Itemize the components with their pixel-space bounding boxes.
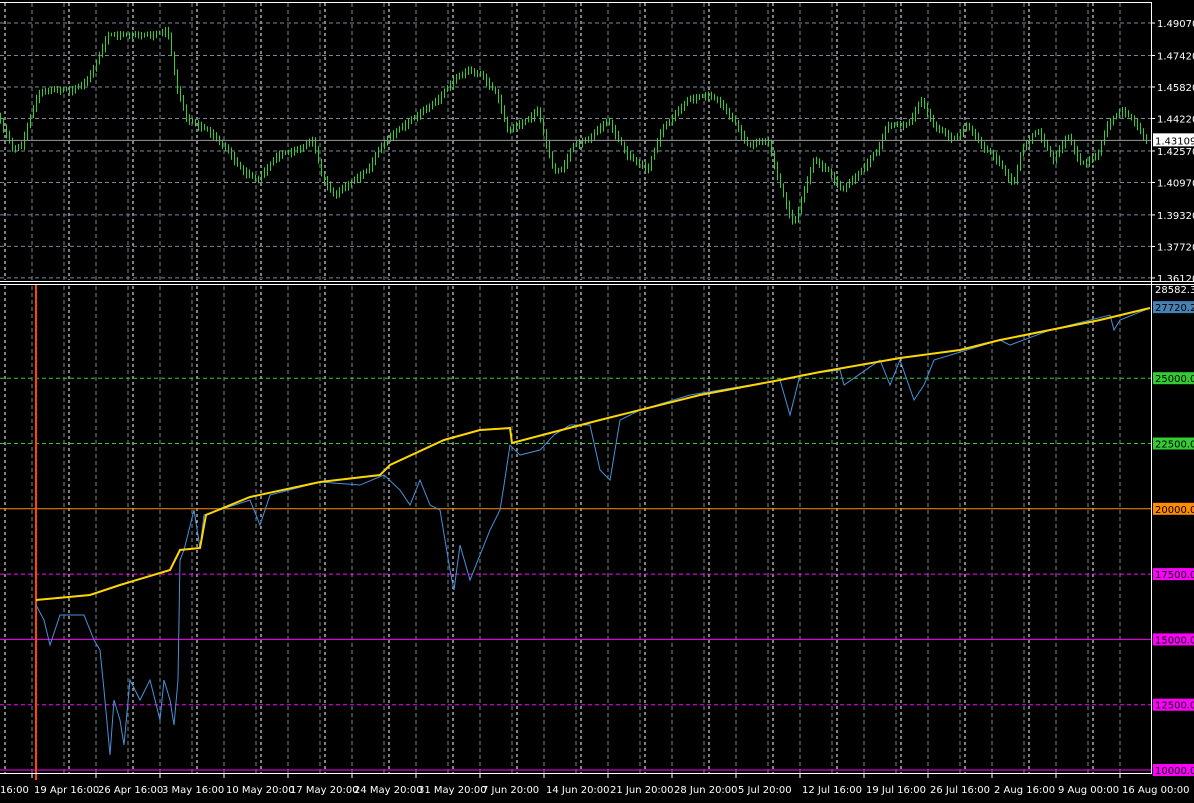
time-axis-label: 14 Jun 20:00 xyxy=(546,785,610,796)
level-tag xyxy=(1153,502,1194,515)
current-equity-tag xyxy=(1153,301,1194,314)
current-price-tag xyxy=(1153,133,1194,147)
equity-line xyxy=(35,307,1151,756)
time-axis-label: 16 Aug 00:00 xyxy=(1122,785,1189,796)
level-tag xyxy=(1153,437,1194,450)
balance-line xyxy=(35,307,1151,602)
level-label: 12500.0 xyxy=(1155,701,1194,712)
time-axis-label: 9 Aug 00:00 xyxy=(1058,785,1119,796)
level-label: 25000.0 xyxy=(1155,374,1194,385)
price-axis-label: 1.40970 xyxy=(1157,178,1194,189)
time-axis-label: 17 May 20:00 xyxy=(290,785,359,796)
time-axis-label: 21 Jun 20:00 xyxy=(610,785,674,796)
level-label: 17500.0 xyxy=(1155,570,1194,581)
time-axis-label: 28 Jun 20:00 xyxy=(674,785,738,796)
price-axis-label: 1.37720 xyxy=(1157,242,1194,253)
price-axis-label: 1.49070 xyxy=(1157,19,1194,30)
price-axis-label: 1.47420 xyxy=(1157,51,1194,62)
level-label: 22500.0 xyxy=(1155,440,1194,451)
time-axis-label: 5 Jul 20:00 xyxy=(738,785,792,796)
level-tag xyxy=(1153,633,1194,646)
level-tag xyxy=(1153,698,1194,711)
time-axis-label: 7 Jun 20:00 xyxy=(482,785,539,796)
price-bars xyxy=(0,26,1151,225)
level-label: 10000.0 xyxy=(1155,766,1194,777)
equity-series xyxy=(35,285,1151,780)
time-axis-label: 31 May 20:00 xyxy=(418,785,487,796)
time-axis-label: 26 Jul 16:00 xyxy=(930,785,990,796)
level-label: 20000.0 xyxy=(1155,505,1194,516)
frame xyxy=(0,2,1194,774)
price-axis-label: 1.44220 xyxy=(1157,114,1194,125)
time-axis-label: 19 Apr 16:00 xyxy=(34,785,99,796)
level-tag xyxy=(1153,568,1194,581)
price-axis-label: 1.42570 xyxy=(1157,147,1194,158)
axes: 1.49070 1.47420 1.45820 1.44220 1.42570 1.409… xyxy=(0,19,1194,796)
level-label: 15000.0 xyxy=(1155,635,1194,646)
time-axis-label: 10 May 20:00 xyxy=(226,785,295,796)
time-axis-label: 12 Jul 16:00 xyxy=(802,785,862,796)
current-equity-label: 27720.2 xyxy=(1155,303,1194,314)
level-tag xyxy=(1153,372,1194,385)
price-axis-label: 1.36120 xyxy=(1157,274,1194,285)
grid xyxy=(0,3,1151,773)
level-lines xyxy=(0,377,1151,771)
price-axis-label: 1.45820 xyxy=(1157,83,1194,94)
equity-axis-max-label: 28582.38 xyxy=(1155,285,1194,296)
time-axis-label: 2 Aug 16:00 xyxy=(994,785,1055,796)
current-price-label: 1.43109 xyxy=(1155,136,1194,147)
time-axis-label: 19 Jul 16:00 xyxy=(866,785,926,796)
time-axis-label: 24 May 20:00 xyxy=(354,785,423,796)
level-tag xyxy=(1153,764,1194,776)
price-axis-label: 1.39320 xyxy=(1157,211,1194,222)
time-axis-label: 26 Apr 16:00 xyxy=(98,785,163,796)
time-axis-label: 16:00 xyxy=(0,785,29,796)
time-axis-label: 3 May 16:00 xyxy=(162,785,224,796)
